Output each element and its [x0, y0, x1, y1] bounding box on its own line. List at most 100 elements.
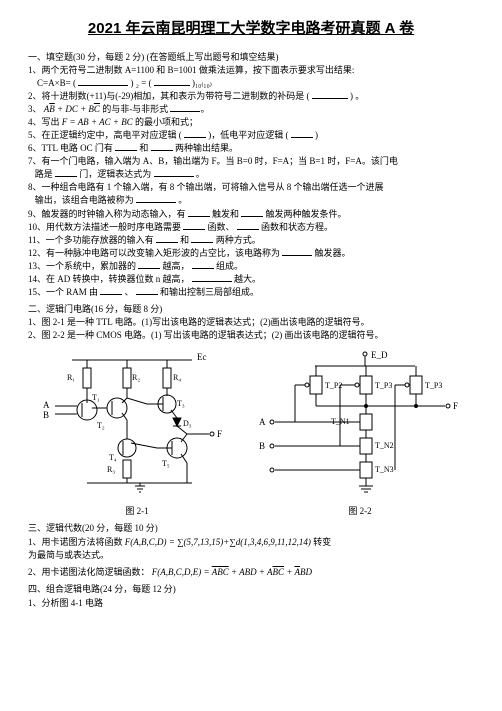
section3-heading: 三、逻辑代数(20 分，每题 10 分) [28, 522, 474, 536]
figure-row: Ec R₁ R₂ R₄ T₁ [28, 348, 474, 518]
label-tn2: T_N2 [375, 441, 394, 450]
q15-b: 、 [125, 287, 134, 297]
q10-b: 函数、 [208, 222, 235, 232]
q7-d: 。 [196, 169, 205, 179]
sec3-expr2: F(A,B,C,D,E) = ABC + ABD + ABC + ABD [152, 567, 312, 577]
sec3-q1c: 为最简与或表达式。 [28, 549, 474, 562]
q6-3: 两种输出结果。 [175, 143, 238, 153]
q6-2: 和 [139, 143, 148, 153]
label-t2: T₂ [97, 421, 105, 430]
sec3-q1: 1、用卡诺图方法将函数 F(A,B,C,D) = ∑(5,7,13,15)+∑d… [28, 536, 474, 549]
label-tn3: T_N3 [375, 465, 394, 474]
label-ed: E_D [371, 350, 388, 360]
q8-line1: 8、一种组合电路有 1 个输入端，有 8 个输出端，可将输入信号从 8 个输出端… [28, 181, 474, 194]
sec3-q1a: 1、用卡诺图方法将函数 [28, 537, 123, 547]
q9-b: 触发和 [212, 209, 239, 219]
label-tp3: T_P3 [375, 381, 392, 390]
blank [183, 221, 205, 230]
q7-c: 门，逻辑表达式为 [79, 169, 151, 179]
label-t5: T₅ [162, 459, 170, 468]
q13: 13、一个系统中，累加器的 越高， 组成。 [28, 260, 474, 273]
q2-text-a: 2、将十进制数(+11)与(-29)相加，其和表示为带符号二进制数的补码是 ( [28, 91, 309, 101]
blank [192, 260, 214, 269]
q14: 14、在 AD 转换中，转换器位数 n 越高， 越大。 [28, 273, 474, 286]
doc-title: 2021 年云南昆明理工大学数字电路考研真题 A 卷 [28, 18, 474, 41]
label-t4: T₄ [109, 453, 117, 462]
label-t3: T₃ [177, 399, 185, 408]
q15: 15、一个 RAM 由 、 和输出控制三局部组成。 [28, 286, 474, 299]
q1-line2: C=A×B= ( ) ₂ = ( )₁₀₍₁₀₎ [28, 77, 474, 90]
q3-text: 的与非-与非形式 [102, 104, 168, 114]
sec2-q2: 2、图 2-2 是一种 CMOS 电路。(1) 写出该电路的逻辑表达式；(2) … [28, 329, 474, 342]
blank [191, 234, 213, 243]
blank [156, 234, 178, 243]
q1-fragment-left: C=A×B= ( [37, 78, 76, 88]
blank [170, 103, 200, 112]
q1-fragment-mid: ) ₂ = ( [130, 78, 151, 88]
q10-a: 10、用代数方法描述一般时序电路需要 [28, 222, 181, 232]
blank [282, 247, 312, 256]
q1-fragment-right: )₁₀₍₁₀₎ [192, 78, 212, 88]
q4-label: 4、写出 [28, 117, 60, 127]
q14-a: 14、在 AD 转换中，转换器位数 n 越高， [28, 274, 190, 284]
q7-line2: 路是 门，逻辑表达式为 。 [28, 168, 474, 181]
blank [154, 168, 194, 177]
q5-c: ) [315, 130, 318, 140]
blank [291, 129, 313, 138]
q5: 5、在正逻辑约定中，高电平对应逻辑 ( )，低电平对应逻辑 ( ) [28, 129, 474, 142]
q6-1: 6、TTL 电路 OC 门有 [28, 143, 113, 153]
blank [55, 168, 77, 177]
q7-b: 路是 [35, 169, 53, 179]
q9-a: 9、触发器的时钟输入称为动态输入，有 [28, 209, 186, 219]
q12-b: 触发器。 [315, 248, 351, 258]
q15-a: 15、一个 RAM 由 [28, 287, 98, 297]
q10: 10、用代数方法描述一般时序电路需要 函数、 函数和状态方程。 [28, 221, 474, 234]
blank [241, 208, 263, 217]
label-f: F [217, 429, 222, 439]
sec3-q2: 2、用卡诺图法化简逻辑函数： F(A,B,C,D,E) = ABC + ABD … [28, 566, 474, 579]
q4-text: 的最小项和式； [135, 117, 198, 127]
blank [136, 286, 158, 295]
label-b2: B [259, 441, 265, 451]
fig2-2-caption: 图 2-2 [255, 505, 465, 519]
sec3-expr1: F(A,B,C,D) = ∑(5,7,13,15)+∑d(1,3,4,6,9,1… [125, 537, 311, 547]
q8-b: 输出，该组合电路被称为 [35, 195, 134, 205]
q3-label: 3、 [28, 104, 42, 114]
sec3-q1b: 转变 [313, 537, 331, 547]
label-b: B [43, 410, 49, 420]
fig2-1-caption: 图 2-1 [37, 505, 237, 519]
cmos-circuit-svg: E_D T_P2 T_P3 T_P3 [255, 348, 465, 498]
q2-text-b: ) 。 [350, 91, 364, 101]
q11-b: 和 [180, 235, 189, 245]
q8-line2: 输出，该组合电路被称为 。 [28, 194, 474, 207]
label-f2: F [453, 401, 458, 411]
q9-c: 触发两种触发条件。 [266, 209, 347, 219]
q4-expr: F = AB + AC + BC [62, 117, 133, 127]
q10-c: 函数和状态方程。 [261, 222, 333, 232]
label-t1: T₁ [92, 393, 100, 402]
label-r1: R₁ [67, 373, 75, 382]
q2: 2、将十进制数(+11)与(-29)相加，其和表示为带符号二进制数的补码是 ( … [28, 90, 474, 103]
q11-c: 两种方式。 [216, 235, 261, 245]
label-d3: D₃ [183, 419, 192, 428]
q11-a: 11、一个多功能存放器的输入有 [28, 235, 154, 245]
blank [78, 77, 128, 86]
q4: 4、写出 F = AB + AC + BC 的最小项和式； [28, 116, 474, 129]
label-ec: Ec [197, 352, 207, 362]
blank [136, 194, 176, 203]
blank [188, 208, 210, 217]
label-r2: R₂ [132, 373, 140, 382]
sec4-q1: 1、分析图 4-1 电路 [28, 597, 474, 610]
sec2-q1: 1、图 2-1 是一种 TTL 电路。(1)写出该电路的逻辑表达式；(2)画出该… [28, 316, 474, 329]
section4-heading: 四、组合逻辑电路(24 分，每题 12 分) [28, 583, 474, 597]
blank [115, 142, 137, 151]
blank [100, 286, 122, 295]
label-tp1: T_P3 [425, 381, 442, 390]
blank [184, 129, 206, 138]
ttl-circuit-svg: Ec R₁ R₂ R₄ T₁ [37, 348, 237, 498]
q6: 6、TTL 电路 OC 门有 和 两种输出结果。 [28, 142, 474, 155]
q14-b: 越大。 [234, 274, 261, 284]
q13-a: 13、一个系统中，累加器的 [28, 261, 136, 271]
section2-heading: 二、逻辑门电路(16 分，每题 8 分) [28, 303, 474, 317]
q3: 3、 AB + DC + BC 的与非-与非形式 。 [28, 103, 474, 116]
